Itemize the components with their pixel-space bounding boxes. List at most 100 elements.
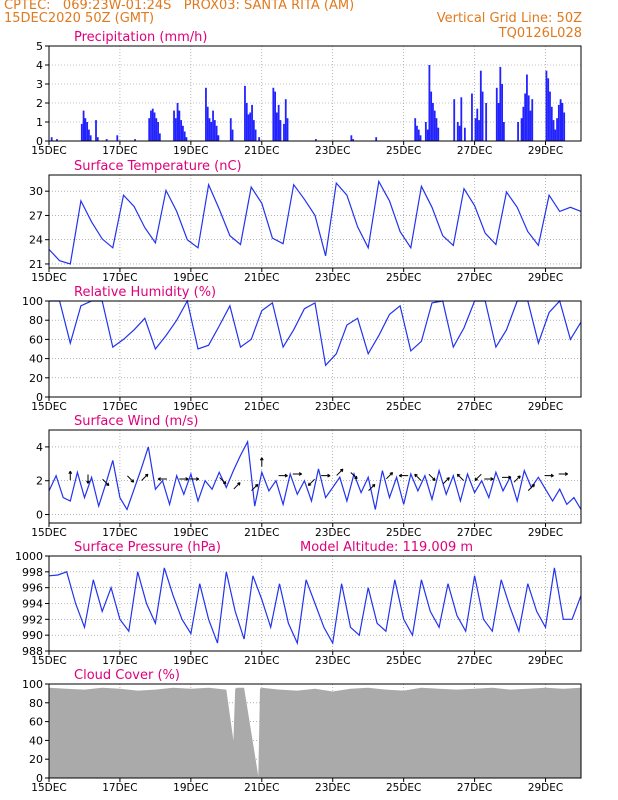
precip-xtick-label: 15DEC xyxy=(31,145,66,157)
precip-bar xyxy=(524,93,527,141)
cloud-frame xyxy=(48,683,582,779)
precip-bar xyxy=(286,118,289,141)
precip-xtick-label: 27DEC xyxy=(457,145,492,157)
precip-bar xyxy=(458,125,461,141)
precip-bar xyxy=(522,106,525,141)
header-grid-note: Vertical Grid Line: 50Z xyxy=(436,11,582,26)
pressure-xtick-label: 21DEC xyxy=(244,655,279,667)
precip-bar xyxy=(478,120,480,141)
cloud-panel: 0 20 40 60 80 100 15DEC 17DEC 19DEC 21DEC 23DEC 25D… xyxy=(22,668,582,794)
wind-direction-arrow xyxy=(307,478,315,487)
rh-xtick-label: 21DEC xyxy=(244,401,279,413)
rh-frame xyxy=(48,300,582,398)
wind-frame xyxy=(48,429,582,524)
wind-direction-arrow xyxy=(141,473,149,481)
precip-bar xyxy=(557,104,560,141)
precip-bar xyxy=(419,135,422,141)
cloud-xtick-label: 29DEC xyxy=(528,782,563,794)
wind-direction-arrow xyxy=(86,474,90,484)
precip-bar xyxy=(479,70,482,141)
wind-direction-arrow xyxy=(259,457,264,467)
temp-xtick-label: 27DEC xyxy=(457,272,492,284)
precip-xtick-label: 29DEC xyxy=(528,145,563,157)
precip-bar xyxy=(105,139,108,141)
temp-title: Surface Temperature (nC) xyxy=(74,159,242,174)
precip-bar xyxy=(50,137,53,141)
precip-title: Precipitation (mm/h) xyxy=(74,30,207,45)
precip-bar xyxy=(210,122,213,141)
rh-title: Relative Humidity (%) xyxy=(74,285,216,300)
temp-ytick-label: 24 xyxy=(29,234,43,247)
precip-bar xyxy=(552,120,555,141)
wind-xtick-label: 23DEC xyxy=(315,527,350,539)
wind-direction-arrow xyxy=(474,473,482,481)
temp-frame xyxy=(48,174,582,269)
precip-bar xyxy=(96,137,99,141)
wind-xtick-label: 19DEC xyxy=(173,527,208,539)
precip-bar xyxy=(453,99,456,141)
precip-bar xyxy=(556,118,558,141)
cloud-xtick-label: 21DEC xyxy=(244,782,279,794)
temp-ytick-label: 30 xyxy=(29,185,43,198)
pressure-ytick-label: 990 xyxy=(22,629,43,642)
precip-bar xyxy=(151,108,154,141)
precip-xtick-label: 17DEC xyxy=(102,145,137,157)
precip-bar xyxy=(86,122,89,141)
wind-direction-arrow xyxy=(385,472,394,480)
precip-bar xyxy=(499,66,502,141)
rh-xtick-label: 23DEC xyxy=(315,401,350,413)
wind-direction-arrow xyxy=(456,473,464,481)
wind-xtick-label: 29DEC xyxy=(528,527,563,539)
pressure-xtick-label: 29DEC xyxy=(528,655,563,667)
wind-direction-arrow xyxy=(219,477,227,485)
precip-frame xyxy=(48,45,582,142)
precip-bar xyxy=(561,103,564,141)
precip-bar xyxy=(485,103,488,141)
rh-xtick-label: 25DEC xyxy=(386,401,421,413)
wind-xtick-label: 17DEC xyxy=(102,527,137,539)
rh-xtick-label: 27DEC xyxy=(457,401,492,413)
precip-ytick-label: 3 xyxy=(36,78,43,91)
temp-ytick-label: 21 xyxy=(29,258,43,271)
precip-bar xyxy=(180,120,183,141)
precip-bar xyxy=(526,74,528,141)
wind-title: Surface Wind (m/s) xyxy=(74,414,198,429)
precip-bar xyxy=(183,131,186,141)
precip-bar xyxy=(173,110,175,141)
precip-bar xyxy=(176,103,179,141)
precip-ytick-label: 2 xyxy=(36,97,43,110)
rh-series-line xyxy=(49,299,582,367)
wind-direction-arrow xyxy=(102,478,110,487)
precip-bar xyxy=(251,104,253,141)
cloud-cover-area xyxy=(49,687,581,778)
wind-direction-arrow xyxy=(484,477,494,481)
pressure-title: Surface Pressure (hPa) xyxy=(74,540,221,555)
wind-xtick-label: 27DEC xyxy=(457,527,492,539)
precip-bar xyxy=(258,137,261,141)
cloud-title: Cloud Cover (%) xyxy=(74,668,180,683)
precip-bar xyxy=(517,122,519,141)
wind-direction-arrow xyxy=(127,475,135,483)
precip-bar xyxy=(212,110,214,141)
precip-bar xyxy=(84,118,87,141)
precip-bar xyxy=(215,125,218,141)
precip-xtick-label: 21DEC xyxy=(244,145,279,157)
header-model-id: TQ0126L028 xyxy=(498,26,582,41)
precip-ytick-label: 0 xyxy=(36,135,43,148)
pressure-ytick-label: 992 xyxy=(22,613,43,626)
precip-bar xyxy=(82,110,85,141)
pressure-xtick-label: 15DEC xyxy=(31,655,66,667)
precip-bar xyxy=(185,137,188,141)
precip-bar xyxy=(315,139,317,141)
precip-bar xyxy=(433,110,436,141)
precip-bar xyxy=(471,93,473,141)
precip-bar xyxy=(229,118,232,141)
temp-ytick-label: 27 xyxy=(29,209,43,222)
wind-direction-arrow xyxy=(527,483,535,491)
precip-bar xyxy=(527,95,530,141)
rh-ytick-label: 60 xyxy=(29,333,43,346)
precip-bar xyxy=(249,112,252,141)
pressure-xtick-label: 19DEC xyxy=(173,655,208,667)
wind-direction-arrow xyxy=(336,468,344,476)
